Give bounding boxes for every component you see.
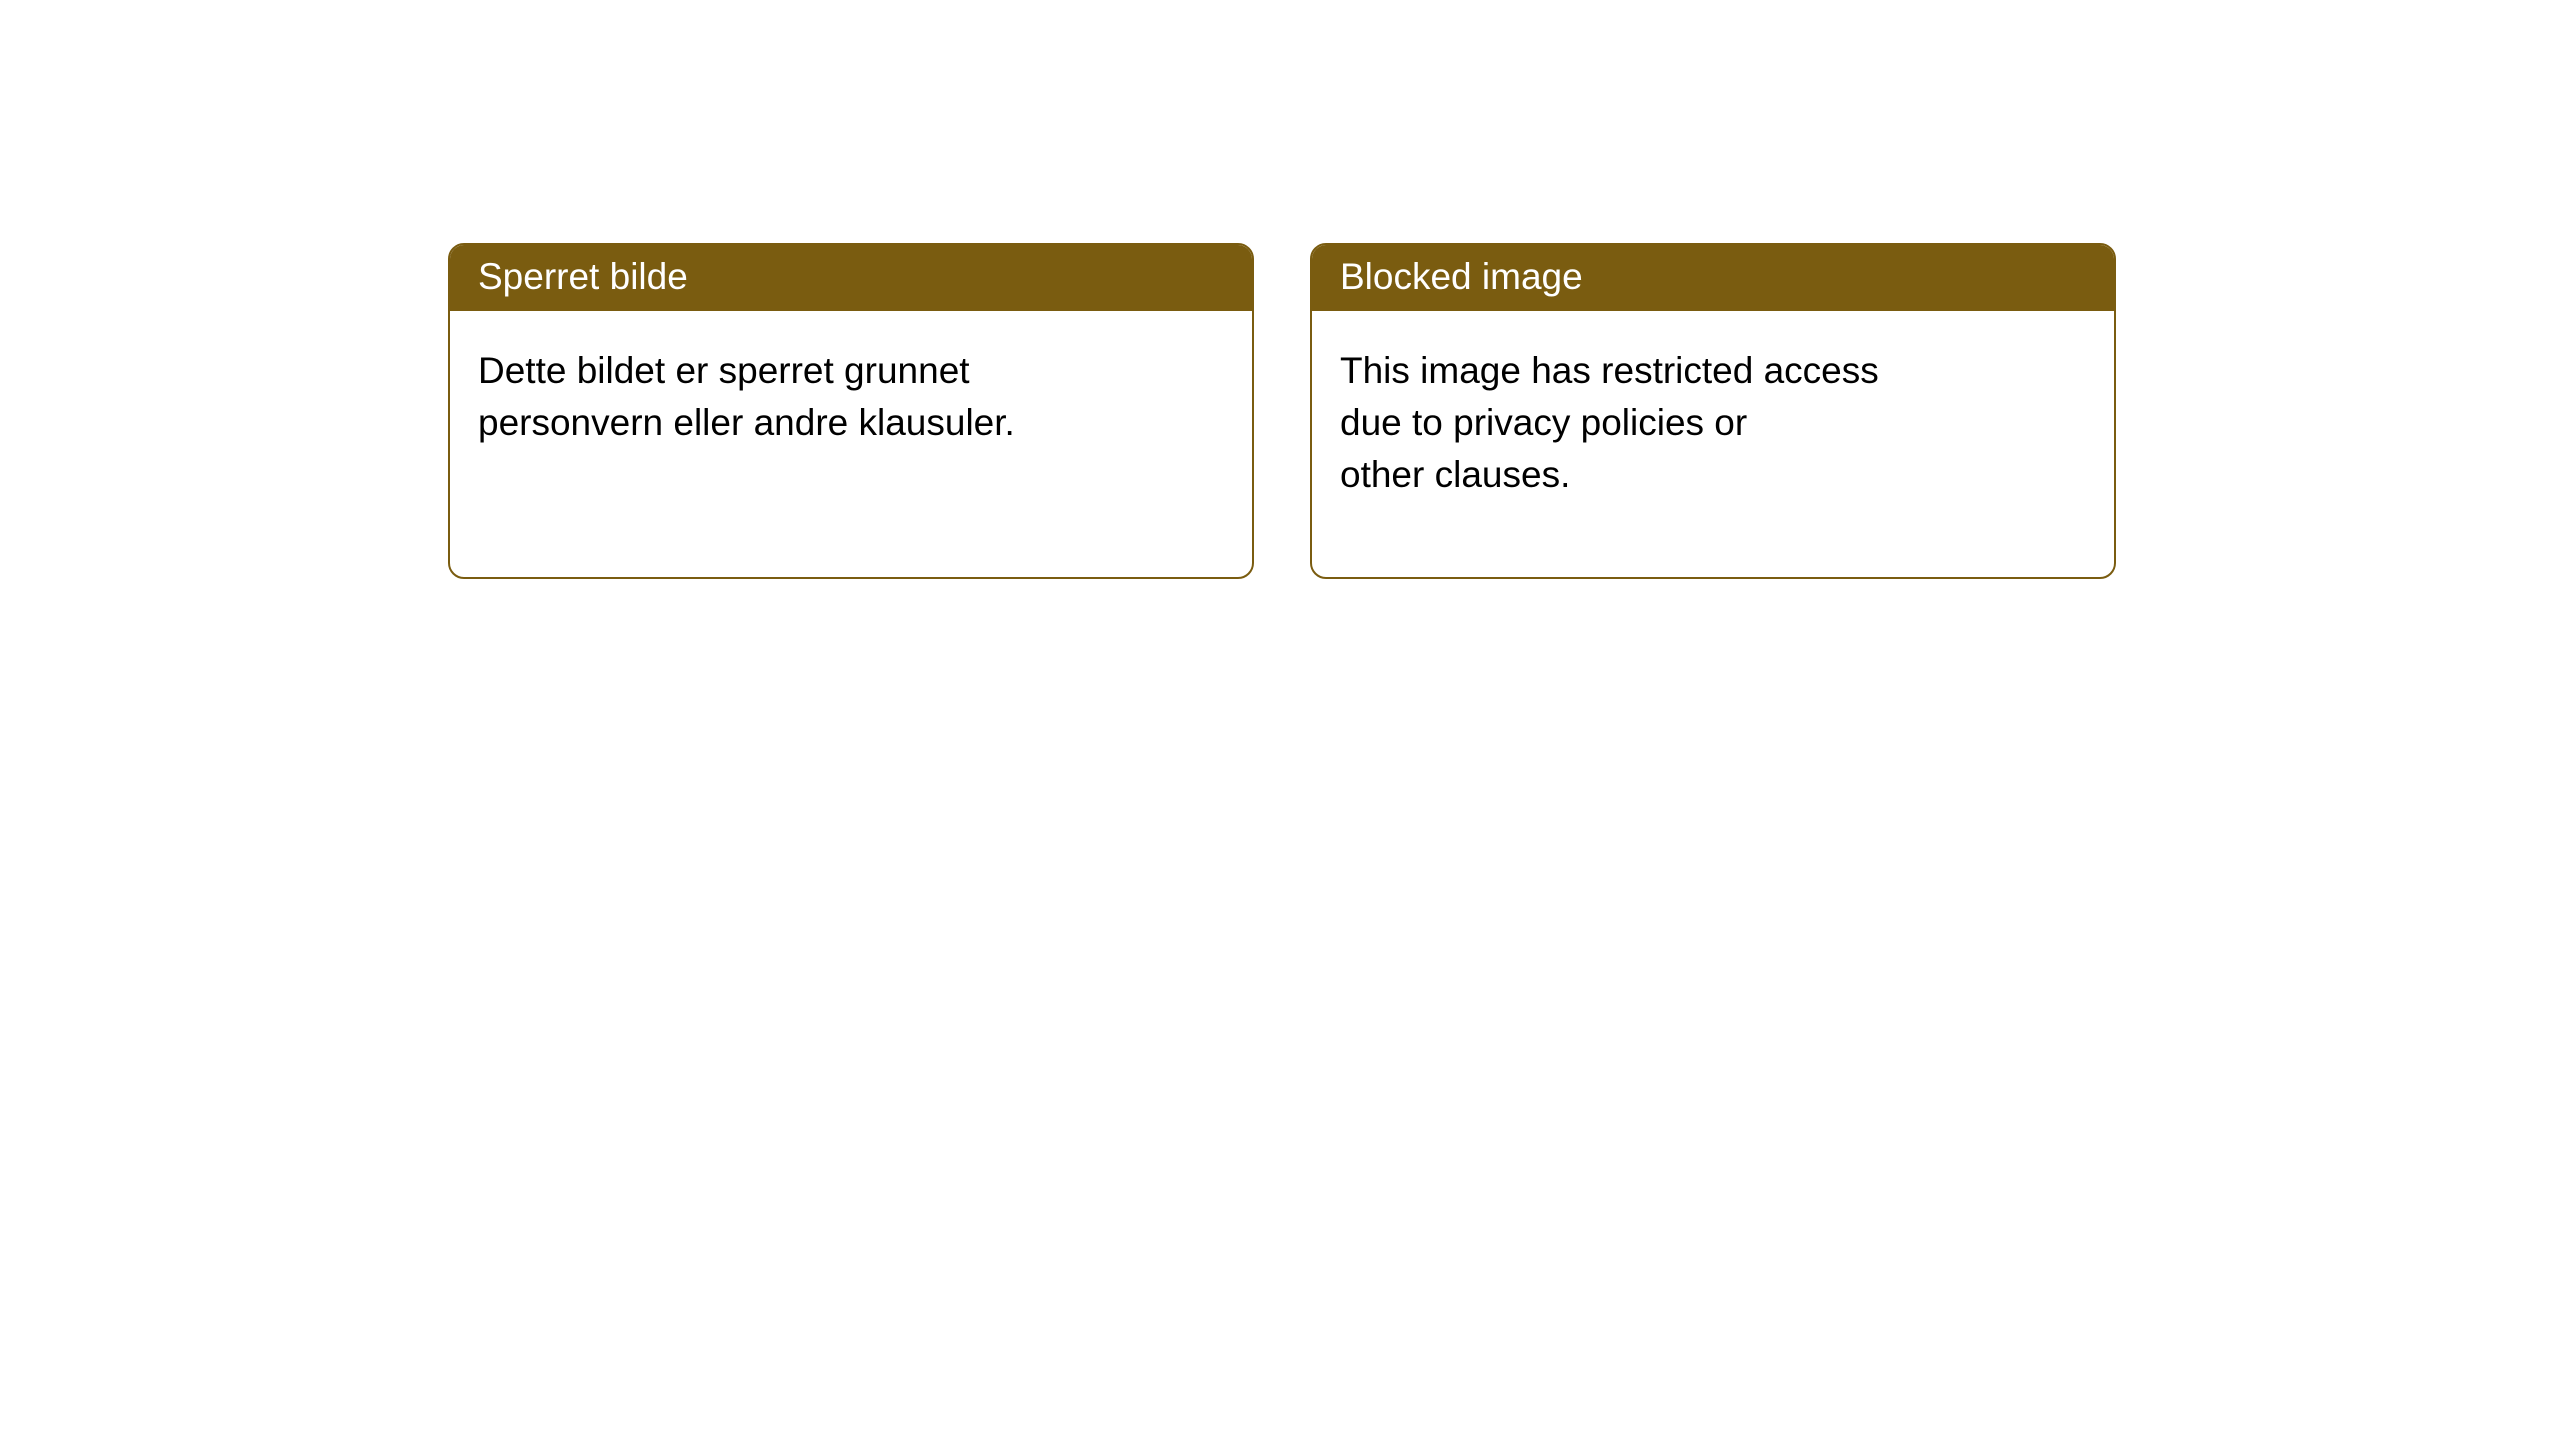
card-title: Blocked image bbox=[1312, 245, 2114, 311]
notice-card-english: Blocked image This image has restricted … bbox=[1310, 243, 2116, 579]
card-title: Sperret bilde bbox=[450, 245, 1252, 311]
notice-cards-row: Sperret bilde Dette bildet er sperret gr… bbox=[448, 243, 2116, 579]
card-body: This image has restricted access due to … bbox=[1312, 311, 2114, 534]
notice-card-norwegian: Sperret bilde Dette bildet er sperret gr… bbox=[448, 243, 1254, 579]
card-body: Dette bildet er sperret grunnet personve… bbox=[450, 311, 1252, 483]
